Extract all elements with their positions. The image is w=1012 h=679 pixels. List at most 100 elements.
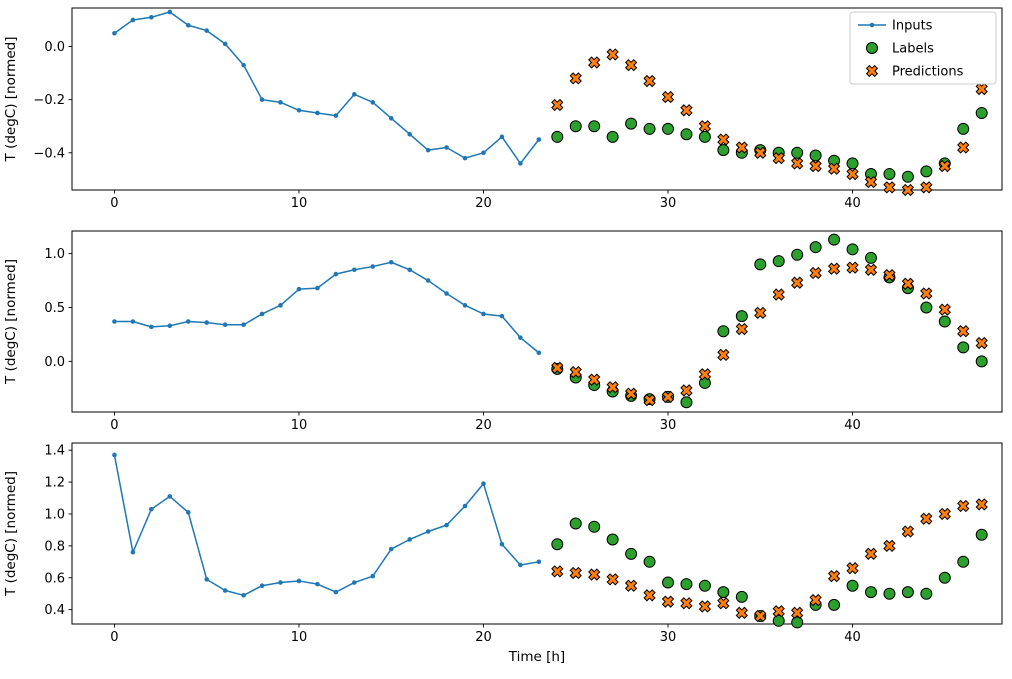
predictions-marker — [551, 361, 564, 374]
x-tick-label: 40 — [844, 418, 861, 433]
subplot-3: 0 10 20 30 40 0.4 0.6 0.8 1.0 1.2 1.4 — [44, 442, 1003, 645]
labels-marker — [569, 120, 582, 133]
labels-marker — [680, 128, 693, 141]
labels-marker — [809, 149, 822, 162]
inputs-marker — [499, 541, 505, 547]
legend-box — [849, 11, 997, 85]
inputs-marker — [352, 92, 357, 97]
y-tick-label: 0.6 — [44, 571, 65, 586]
y-tick-label: 0.0 — [44, 355, 65, 370]
predictions-marker — [864, 263, 878, 276]
predictions-marker — [643, 74, 656, 88]
predictions-marker — [551, 565, 564, 578]
predictions-marker — [661, 90, 675, 104]
predictions-marker — [827, 570, 841, 583]
labels-marker — [938, 315, 951, 328]
labels-marker — [606, 533, 619, 546]
predictions-marker — [846, 261, 859, 274]
inputs-marker — [259, 311, 265, 317]
y-axis-label-2: T (degC) [normed] — [3, 259, 19, 385]
predictions-marker — [846, 167, 859, 181]
legend-label: Predictions — [892, 65, 964, 80]
inputs-marker — [462, 503, 468, 509]
predictions-marker — [809, 593, 822, 607]
labels-marker — [957, 341, 970, 354]
predictions-marker — [606, 48, 619, 61]
predictions-marker — [864, 547, 878, 560]
predictions-marker — [588, 56, 601, 69]
x-tick-label: 0 — [110, 196, 118, 211]
y-tick-label: 0.8 — [44, 539, 65, 554]
labels-marker — [975, 528, 988, 541]
y-axis-label-3: T (degC) [normed] — [3, 471, 19, 597]
inputs-marker — [462, 155, 468, 161]
inputs-marker — [315, 110, 320, 116]
predictions-marker — [680, 384, 693, 397]
labels-marker — [920, 301, 933, 314]
labels-marker — [957, 122, 970, 135]
labels-marker — [901, 586, 914, 599]
series-predictions — [551, 498, 988, 623]
inputs-marker — [370, 100, 376, 105]
labels-marker — [791, 146, 804, 159]
labels-marker — [975, 106, 988, 119]
labels-marker — [625, 117, 638, 130]
predictions-marker — [809, 159, 822, 173]
y-tick-label: 0.4 — [44, 603, 65, 618]
inputs-marker — [167, 494, 173, 499]
predictions-marker — [772, 151, 785, 165]
predictions-marker — [864, 175, 878, 189]
labels-marker — [772, 255, 785, 268]
labels-marker — [846, 579, 859, 592]
inputs-marker — [352, 267, 357, 273]
series-inputs — [112, 9, 542, 166]
inputs-marker — [370, 264, 376, 269]
subplot-1: 0 10 20 30 40 0.0 −0.2 −0.4 Inputs Labels Predicti… — [33, 7, 1003, 211]
predictions-marker — [883, 269, 896, 282]
y-tick-label: 0.5 — [44, 301, 65, 316]
predictions-marker — [588, 568, 601, 581]
inputs-marker — [278, 100, 283, 105]
y-tick-label: 1.2 — [44, 476, 65, 491]
inputs-marker — [481, 150, 486, 156]
labels-marker — [754, 258, 767, 271]
predictions-marker — [920, 512, 933, 525]
x-tick-label: 40 — [844, 196, 861, 211]
predictions-marker — [698, 600, 712, 613]
inputs-marker — [167, 9, 173, 15]
predictions-marker — [735, 322, 748, 336]
inputs-marker — [388, 546, 394, 552]
predictions-marker — [735, 141, 748, 154]
inputs-marker — [333, 589, 339, 595]
predictions-marker — [883, 539, 896, 553]
predictions-marker — [606, 381, 619, 394]
predictions-marker — [846, 562, 859, 575]
y-tick-label: 1.0 — [44, 247, 65, 262]
inputs-marker — [333, 271, 339, 277]
x-tick-label: 20 — [475, 630, 492, 645]
legend-label: Inputs — [892, 19, 933, 34]
predictions-marker — [772, 288, 785, 301]
inputs-marker — [518, 562, 523, 568]
inputs-marker — [536, 559, 542, 565]
x-tick-label: 10 — [291, 196, 308, 211]
inputs-marker — [112, 319, 117, 324]
labels-marker — [975, 355, 988, 368]
x-tick-label: 20 — [475, 196, 492, 211]
inputs-marker — [536, 137, 542, 142]
predictions-marker — [772, 605, 785, 618]
predictions-marker — [717, 597, 730, 610]
labels-marker — [588, 120, 601, 133]
labels-marker — [735, 310, 748, 323]
inputs-line — [114, 11, 540, 165]
inputs-marker — [149, 14, 154, 20]
inputs-marker — [352, 580, 357, 585]
x-tick-label: 30 — [660, 630, 677, 645]
predictions-marker — [569, 566, 582, 580]
series-predictions — [551, 48, 988, 197]
labels-marker — [735, 590, 748, 603]
predictions-marker — [920, 181, 933, 194]
subplot-2: 0 10 20 30 40 0.0 0.5 1.0 — [44, 230, 1003, 433]
inputs-marker — [444, 291, 449, 296]
inputs-marker — [425, 278, 431, 283]
